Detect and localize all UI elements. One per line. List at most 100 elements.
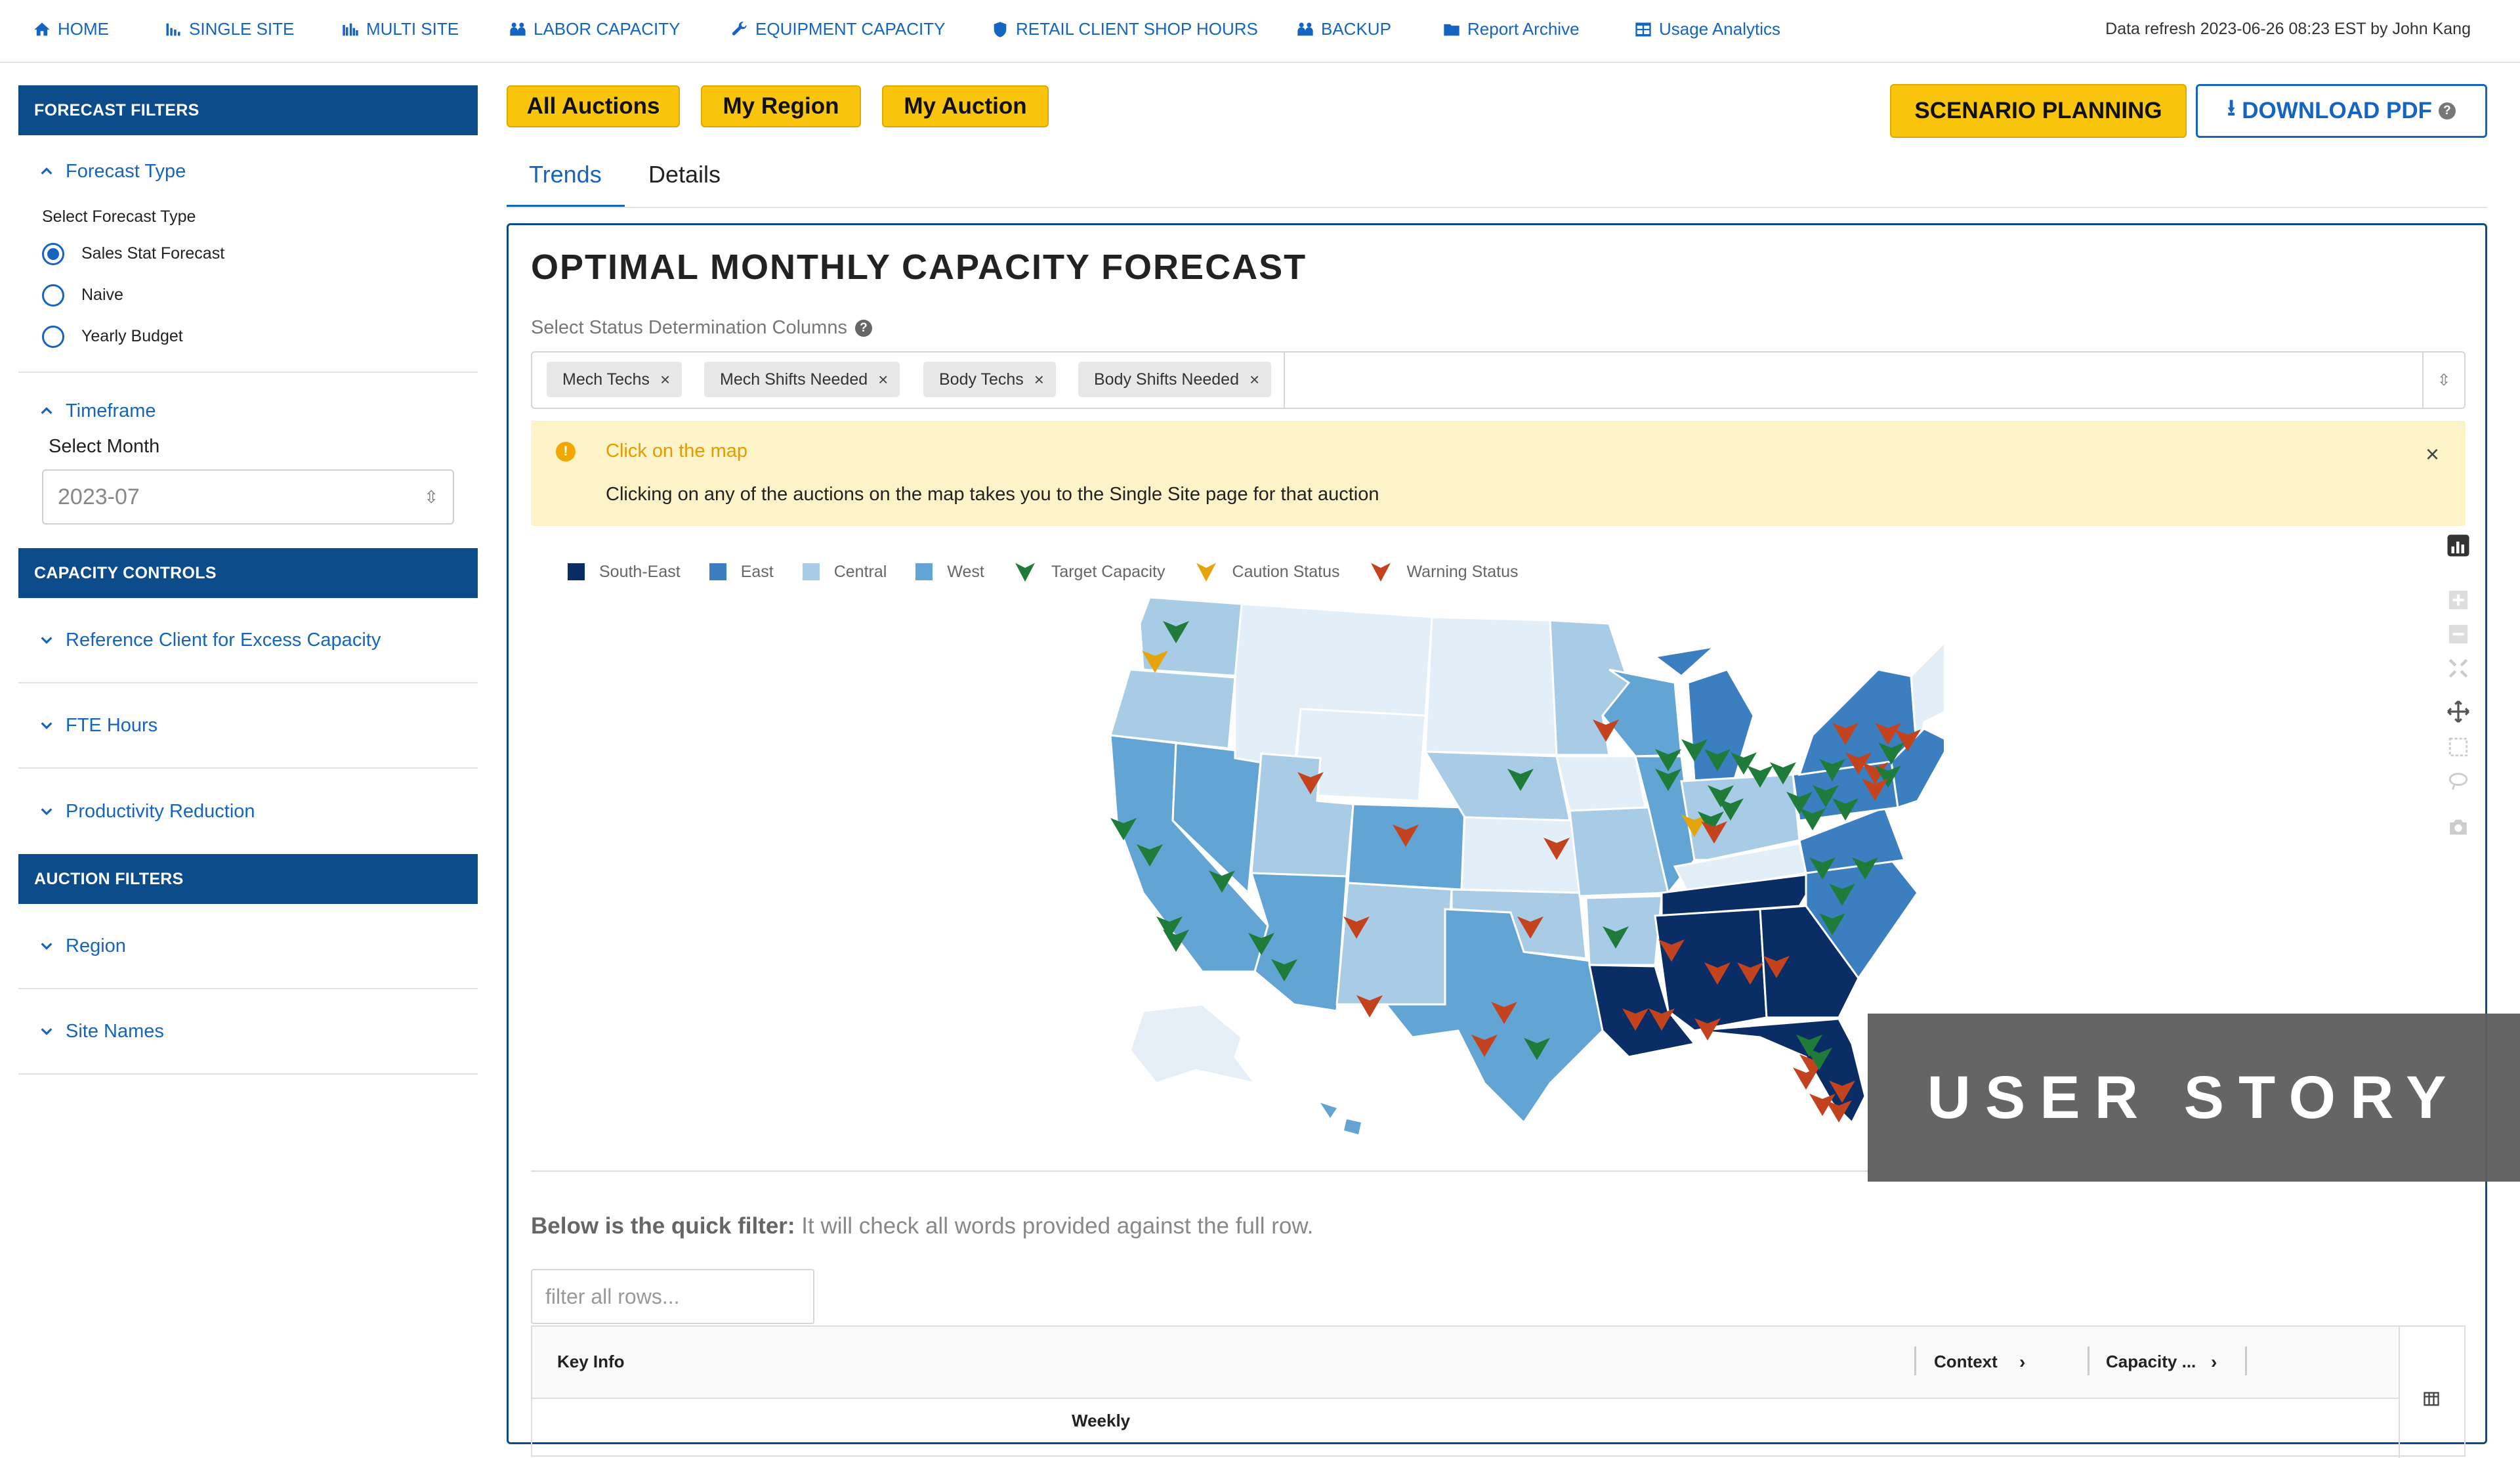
auction-marker[interactable] (1698, 811, 1724, 834)
auction-marker[interactable] (1878, 742, 1904, 765)
legend-item[interactable]: South-East (568, 563, 681, 582)
remove-chip-icon[interactable]: × (878, 369, 889, 389)
auction-marker[interactable] (1819, 913, 1845, 935)
map-region-kansas[interactable] (1460, 816, 1581, 894)
close-icon[interactable]: × (2425, 440, 2439, 467)
forecast-type-toggle[interactable]: Forecast Type (18, 135, 478, 207)
nav-retail-client-shop-hours[interactable]: RETAIL CLIENT SHOP HOURS (991, 19, 1258, 39)
auction-marker[interactable] (1507, 769, 1534, 791)
region-toggle[interactable]: Region (18, 904, 478, 988)
auction-marker[interactable] (1829, 884, 1855, 906)
auction-marker[interactable] (1786, 792, 1813, 814)
all-auctions-button[interactable]: All Auctions (507, 85, 680, 127)
auction-marker[interactable] (1809, 857, 1836, 880)
auction-marker[interactable] (1852, 857, 1878, 880)
zoom-in-icon[interactable] (2447, 589, 2469, 611)
auction-marker[interactable] (1655, 769, 1681, 791)
legend-item[interactable]: Warning Status (1369, 560, 1519, 584)
pan-icon[interactable] (2446, 699, 2471, 724)
auction-marker[interactable] (1813, 785, 1839, 807)
auction-marker[interactable] (1156, 916, 1183, 939)
map-region-nevada[interactable] (1171, 742, 1263, 895)
map-region-dakotas[interactable] (1424, 616, 1558, 756)
auction-marker[interactable] (1658, 939, 1685, 962)
auction-marker[interactable] (1271, 959, 1297, 981)
map-region-alaska[interactable] (1129, 1003, 1257, 1085)
auction-marker[interactable] (1806, 1048, 1832, 1070)
map-region-washington[interactable] (1139, 596, 1243, 677)
auction-marker[interactable] (1622, 1008, 1648, 1031)
legend-item[interactable]: Central (802, 563, 887, 582)
auction-marker[interactable] (1862, 762, 1888, 784)
legend-item[interactable]: Target Capacity (1013, 560, 1166, 584)
radio-naive[interactable]: Naive (18, 274, 478, 316)
auction-marker[interactable] (1142, 651, 1168, 673)
auction-marker[interactable] (1799, 808, 1826, 830)
auction-marker[interactable] (1471, 1035, 1498, 1057)
auction-marker[interactable] (1704, 749, 1731, 771)
radio-yearly-budget[interactable]: Yearly Budget (18, 316, 478, 357)
auction-marker[interactable] (1704, 962, 1731, 985)
grid-header-key-info[interactable]: Key Info (557, 1352, 625, 1371)
nav-backup[interactable]: BACKUP (1296, 19, 1391, 39)
auction-marker[interactable] (1862, 779, 1888, 801)
auction-marker[interactable] (1209, 870, 1235, 893)
auction-marker[interactable] (1737, 962, 1763, 985)
auction-marker[interactable] (1829, 1081, 1855, 1103)
reference-client-toggle[interactable]: Reference Client for Excess Capacity (18, 598, 478, 682)
auction-marker[interactable] (1163, 930, 1189, 952)
auction-marker[interactable] (1731, 752, 1757, 775)
fte-hours-toggle[interactable]: FTE Hours (18, 683, 478, 767)
auction-marker[interactable] (1603, 926, 1629, 949)
map-region-florida[interactable] (1694, 1018, 1866, 1125)
nav-usage-analytics[interactable]: Usage Analytics (1634, 19, 1780, 39)
us-capacity-map[interactable] (1104, 584, 1944, 1149)
grid-header-capacity[interactable]: Capacity ... (2106, 1352, 2196, 1371)
auction-marker[interactable] (1793, 1067, 1819, 1090)
map-region-indiana-ohio[interactable] (1680, 773, 1801, 861)
my-region-button[interactable]: My Region (701, 85, 861, 127)
chip-mech-shifts-needed[interactable]: Mech Shifts Needed × (704, 362, 900, 397)
legend-item[interactable]: Caution Status (1194, 560, 1340, 584)
auction-marker[interactable] (1875, 765, 1901, 788)
map-region-arizona[interactable] (1250, 872, 1348, 1012)
remove-chip-icon[interactable]: × (1249, 369, 1260, 389)
auction-marker[interactable] (1297, 772, 1324, 794)
auction-marker[interactable] (1826, 1100, 1852, 1123)
auction-marker[interactable] (1832, 798, 1858, 821)
tab-trends[interactable]: Trends (529, 161, 602, 188)
chevron-right-icon[interactable]: › (2211, 1352, 2217, 1372)
columns-icon[interactable] (2422, 1390, 2441, 1408)
auction-marker[interactable] (1655, 749, 1681, 771)
map-region-michigan[interactable] (1652, 645, 1755, 783)
nav-labor-capacity[interactable]: LABOR CAPACITY (509, 19, 680, 39)
updown-caret-icon[interactable]: ⇳ (2422, 353, 2464, 408)
chip-body-shifts-needed[interactable]: Body Shifts Needed × (1078, 362, 1272, 397)
chevron-right-icon[interactable]: › (2019, 1352, 2026, 1372)
nav-home[interactable]: HOME (33, 19, 109, 39)
camera-icon[interactable] (2447, 816, 2469, 838)
map-region-texas[interactable] (1383, 908, 1604, 1125)
grid-header-context[interactable]: Context (1934, 1352, 1998, 1371)
map-region-hawaii[interactable] (1320, 1103, 1361, 1134)
tab-details[interactable]: Details (648, 161, 721, 188)
nav-report-archive[interactable]: Report Archive (1442, 19, 1580, 39)
legend-item[interactable]: East (709, 563, 774, 582)
map-region-iowa[interactable] (1555, 755, 1647, 812)
download-pdf-button[interactable]: ⭳ DOWNLOAD PDF ? (2196, 84, 2487, 138)
zoom-out-icon[interactable] (2447, 623, 2469, 645)
site-names-toggle[interactable]: Site Names (18, 989, 478, 1073)
map-region-virginia[interactable] (1798, 806, 1906, 874)
auction-marker[interactable] (1819, 759, 1845, 781)
auction-marker[interactable] (1701, 821, 1727, 844)
auction-marker[interactable] (1717, 798, 1744, 821)
timeframe-toggle[interactable]: Timeframe (18, 386, 478, 436)
remove-chip-icon[interactable]: × (660, 369, 671, 389)
legend-item[interactable]: West (915, 563, 984, 582)
scenario-planning-button[interactable]: SCENARIO PLANNING (1890, 84, 2187, 138)
chip-mech-techs[interactable]: Mech Techs × (547, 362, 682, 397)
auction-marker[interactable] (1491, 1002, 1517, 1024)
auction-marker[interactable] (1517, 916, 1544, 939)
filter-rows-input[interactable]: filter all rows... (531, 1269, 814, 1324)
auction-marker[interactable] (1524, 1038, 1550, 1060)
